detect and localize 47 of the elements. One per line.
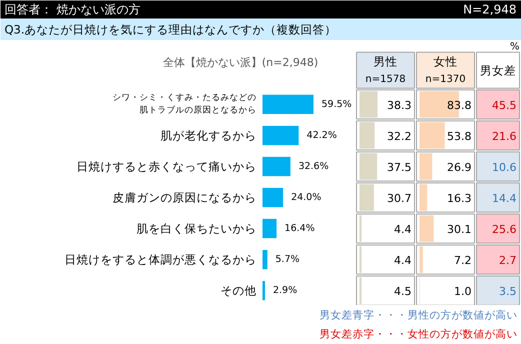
data-label: 16.3: [447, 192, 472, 206]
data-label: 25.6: [492, 223, 517, 236]
text: 男女差青字・・・男性の方が数値が高い: [320, 308, 518, 322]
y-tick-label: 皮膚ガンの原因になるから: [112, 190, 256, 205]
y-tick-label: 肌を白く保ちたいから: [136, 222, 256, 236]
text: 男女差: [480, 63, 516, 78]
data-label: 10.6: [492, 160, 517, 174]
text: N=2,948: [463, 2, 517, 16]
data-label: 16.4%: [284, 223, 315, 234]
data-label: 45.5: [492, 98, 517, 112]
data-label: 7.2: [454, 254, 472, 268]
data-label: 53.8: [447, 130, 472, 143]
data-label: 3.5: [499, 285, 517, 298]
data-label: 42.2%: [306, 130, 337, 141]
data-label: 14.4: [492, 192, 517, 206]
data-label: 4.5: [394, 285, 412, 298]
data-label: 5.7%: [275, 254, 300, 266]
data-label: 59.5%: [321, 98, 352, 110]
y-tick-label: その他: [220, 284, 256, 298]
data-label: 26.9: [447, 160, 472, 174]
data-label: 24.0%: [291, 192, 322, 204]
chart-subtitle: n=1370: [425, 74, 466, 86]
text: 回答者： 焼かない派の方: [4, 2, 140, 16]
data-label: 4.4: [394, 254, 412, 268]
y-tick-label: 肌が老化するから: [160, 128, 256, 142]
chart-subtitle: n=1578: [365, 74, 406, 86]
y-tick-label: 日焼けをすると体調が悪くなるから: [64, 252, 256, 267]
text: %: [510, 42, 520, 53]
text: 男女差赤字・・・女性の方が数値が高い: [320, 328, 518, 340]
data-label: 30.7: [387, 192, 412, 206]
data-label: 83.8: [447, 98, 472, 112]
chart-title: Q3.あなたが日焼けを気にする理由はなんですか（複数回答）: [4, 22, 337, 36]
data-label: 32.2: [387, 130, 412, 143]
y-tick-label: シワ・シミ・くすみ・たるみなどの肌トラブルの原因となるから: [112, 93, 256, 116]
data-label: 4.4: [394, 223, 412, 236]
data-label: 21.6: [492, 130, 517, 143]
data-label: 30.1: [447, 223, 472, 236]
data-label: 32.6%: [298, 160, 329, 172]
data-label: 2.9%: [272, 285, 298, 296]
data-label: 1.0: [454, 285, 472, 298]
chart-subtitle: 全体【焼かない派】(n=2,948): [162, 56, 318, 69]
chart-title: 男性: [374, 54, 398, 69]
chart-title: 女性: [434, 54, 458, 69]
data-label: 2.7: [499, 254, 517, 268]
data-label: 37.5: [387, 160, 412, 174]
y-tick-label: 日焼けすると赤くなって痛いから: [76, 159, 256, 174]
data-label: 38.3: [387, 98, 412, 112]
